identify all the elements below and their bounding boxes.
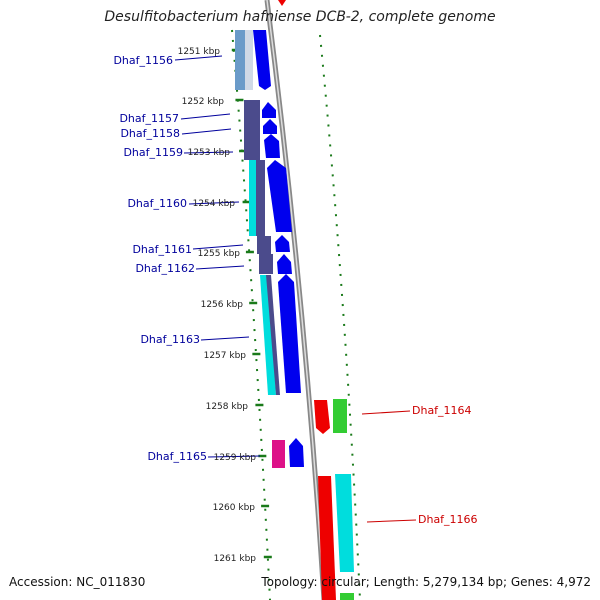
gene-bottom-annot <box>340 593 354 600</box>
scale-label-1251: 1251 kbp <box>178 47 221 57</box>
gene-label-dhaf-1158[interactable]: Dhaf_1158 <box>120 127 180 140</box>
scale-label-1253: 1253 kbp <box>188 148 231 158</box>
gene-dhaf-1156-annot-light <box>245 30 253 90</box>
gene-label-dhaf-1165[interactable]: Dhaf_1165 <box>147 450 207 463</box>
gene-dhaf-1161-annot[interactable] <box>257 236 271 254</box>
gene-dhaf-1163-arrow[interactable] <box>278 274 301 393</box>
gene-dhaf-1162-annot[interactable] <box>259 254 273 274</box>
gene-dhaf-1160-arrow[interactable] <box>267 160 292 232</box>
scale-label-1256: 1256 kbp <box>201 300 244 310</box>
map-title: Desulfitobacterium hafniense DCB-2, comp… <box>104 9 496 25</box>
scale-label-1259: 1259 kbp <box>214 453 257 463</box>
gene-dhaf-1165-annot[interactable] <box>272 440 285 468</box>
gene-dhaf-1164-annot[interactable] <box>333 399 347 433</box>
gene-dhaf-1166-annot[interactable] <box>335 474 354 572</box>
gene-dhaf-1160-annot[interactable] <box>249 160 256 236</box>
scale-label-1257: 1257 kbp <box>204 351 247 361</box>
gene-dhaf-1160-annot-slate <box>256 160 265 236</box>
gene-dhaf-1156-arrow[interactable] <box>253 30 271 90</box>
scale-label-1255: 1255 kbp <box>198 249 241 259</box>
left-callouts <box>174 55 261 458</box>
gene-dhaf-1164-arrow[interactable] <box>314 400 330 434</box>
scale-label-1261: 1261 kbp <box>214 554 257 564</box>
scale-label-1254: 1254 kbp <box>193 199 236 209</box>
gene-dhaf-1163-annot-slate <box>266 275 280 395</box>
genome-backbone-highlight <box>266 0 325 600</box>
gene-label-dhaf-1156[interactable]: Dhaf_1156 <box>113 54 173 67</box>
gene-dhaf-1157-arrow[interactable] <box>262 102 276 118</box>
genome-summary-text: Topology: circular; Length: 5,279,134 bp… <box>261 575 591 589</box>
gene-label-dhaf-1166[interactable]: Dhaf_1166 <box>418 513 478 526</box>
gene-dhaf-1157-annot[interactable] <box>244 100 260 160</box>
right-callouts <box>361 410 417 523</box>
gene-dhaf-1165-arrow[interactable] <box>289 438 304 467</box>
gene-dhaf-1163-annot[interactable] <box>260 275 276 395</box>
scale-label-1252: 1252 kbp <box>182 97 225 107</box>
gene-dhaf-1166-arrow[interactable] <box>318 476 336 600</box>
gene-dhaf-1162-arrow[interactable] <box>277 254 292 274</box>
scale-label-1258: 1258 kbp <box>206 402 249 412</box>
gene-label-dhaf-1164[interactable]: Dhaf_1164 <box>412 404 472 417</box>
top-gene-marker <box>278 0 286 6</box>
gene-label-dhaf-1160[interactable]: Dhaf_1160 <box>127 197 187 210</box>
gene-label-dhaf-1159[interactable]: Dhaf_1159 <box>123 146 183 159</box>
gene-dhaf-1159-arrow[interactable] <box>264 134 280 158</box>
gene-label-dhaf-1157[interactable]: Dhaf_1157 <box>119 112 179 125</box>
accession-text: Accession: NC_011830 <box>9 575 146 589</box>
gene-dhaf-1161-arrow[interactable] <box>275 235 290 252</box>
gene-dhaf-1158-arrow[interactable] <box>263 119 277 134</box>
gene-label-dhaf-1163[interactable]: Dhaf_1163 <box>140 333 200 346</box>
gene-label-dhaf-1161[interactable]: Dhaf_1161 <box>132 243 192 256</box>
scale-label-1260: 1260 kbp <box>213 503 256 513</box>
gene-label-dhaf-1162[interactable]: Dhaf_1162 <box>135 262 195 275</box>
